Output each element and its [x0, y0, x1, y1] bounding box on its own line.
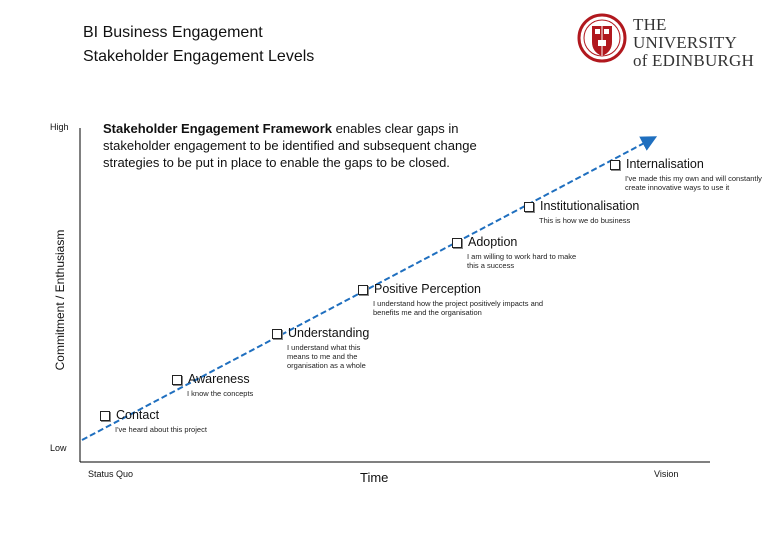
checkbox-icon — [100, 410, 110, 421]
stage-description: This is how we do business — [539, 216, 631, 225]
checkbox-icon — [524, 201, 534, 212]
title-line-2: Stakeholder Engagement Levels — [83, 48, 315, 65]
stage-contact: Contact I've heard about this project — [100, 408, 207, 434]
stage-positive-perception: Positive Perception I understand how the… — [358, 282, 553, 317]
x-axis-title: Time — [360, 470, 389, 485]
stage-label: Adoption — [468, 235, 518, 249]
university-name-line-2: of EDINBURGH — [633, 51, 754, 70]
stage-internalisation: Internalisation I've made this my own an… — [610, 157, 780, 192]
university-logo: THE UNIVERSITY of EDINBURGH — [577, 12, 773, 70]
stage-label: Contact — [116, 408, 160, 422]
stage-adoption: Adoption I am willing to work hard to ma… — [452, 235, 577, 270]
framework-description-bold: Stakeholder Engagement Framework — [103, 121, 333, 136]
engagement-arrow — [81, 136, 658, 441]
checkbox-icon — [272, 328, 282, 339]
university-name: THE UNIVERSITY of EDINBURGH — [633, 16, 773, 70]
stage-label: Internalisation — [626, 157, 704, 171]
stage-label: Positive Perception — [374, 282, 482, 296]
stage-description: I understand what this means to me and t… — [287, 343, 366, 370]
checkbox-icon — [452, 237, 462, 248]
title-line-1: BI Business Engagement — [83, 24, 263, 41]
stage-description: I am willing to work hard to make this a… — [467, 252, 577, 270]
y-axis-low-label: Low — [50, 443, 67, 453]
crest-icon — [577, 13, 627, 63]
stage-description: I've heard about this project — [115, 425, 207, 434]
framework-description-rest: enables clear gaps in stakeholder engage… — [103, 121, 477, 170]
y-axis-high-label: High — [50, 122, 69, 132]
checkbox-icon — [358, 284, 368, 295]
stage-description: I know the concepts — [187, 389, 254, 398]
stage-description: I understand how the project positively … — [373, 299, 544, 317]
checkbox-icon — [610, 159, 620, 170]
stage-awareness: Awareness I know the concepts — [172, 372, 253, 398]
stage-label: Understanding — [288, 326, 370, 340]
page-title: BI Business Engagement Stakeholder Engag… — [83, 21, 314, 69]
stage-label: Institutionalisation — [540, 199, 640, 213]
framework-description: Stakeholder Engagement Framework enables… — [103, 120, 503, 171]
x-axis-start-label: Status Quo — [88, 469, 134, 479]
university-name-line-1: THE UNIVERSITY — [633, 15, 737, 52]
stage-understanding: Understanding I understand what this mea… — [272, 326, 377, 370]
stage-institutionalisation: Institutionalisation This is how we do b… — [524, 199, 639, 225]
y-axis-title: Commitment / Enthusiasm — [53, 229, 67, 371]
stage-label: Awareness — [188, 372, 250, 386]
checkbox-icon — [172, 374, 182, 385]
stage-description: I've made this my own and will constantl… — [625, 174, 762, 192]
x-axis-end-label: Vision — [654, 469, 679, 479]
